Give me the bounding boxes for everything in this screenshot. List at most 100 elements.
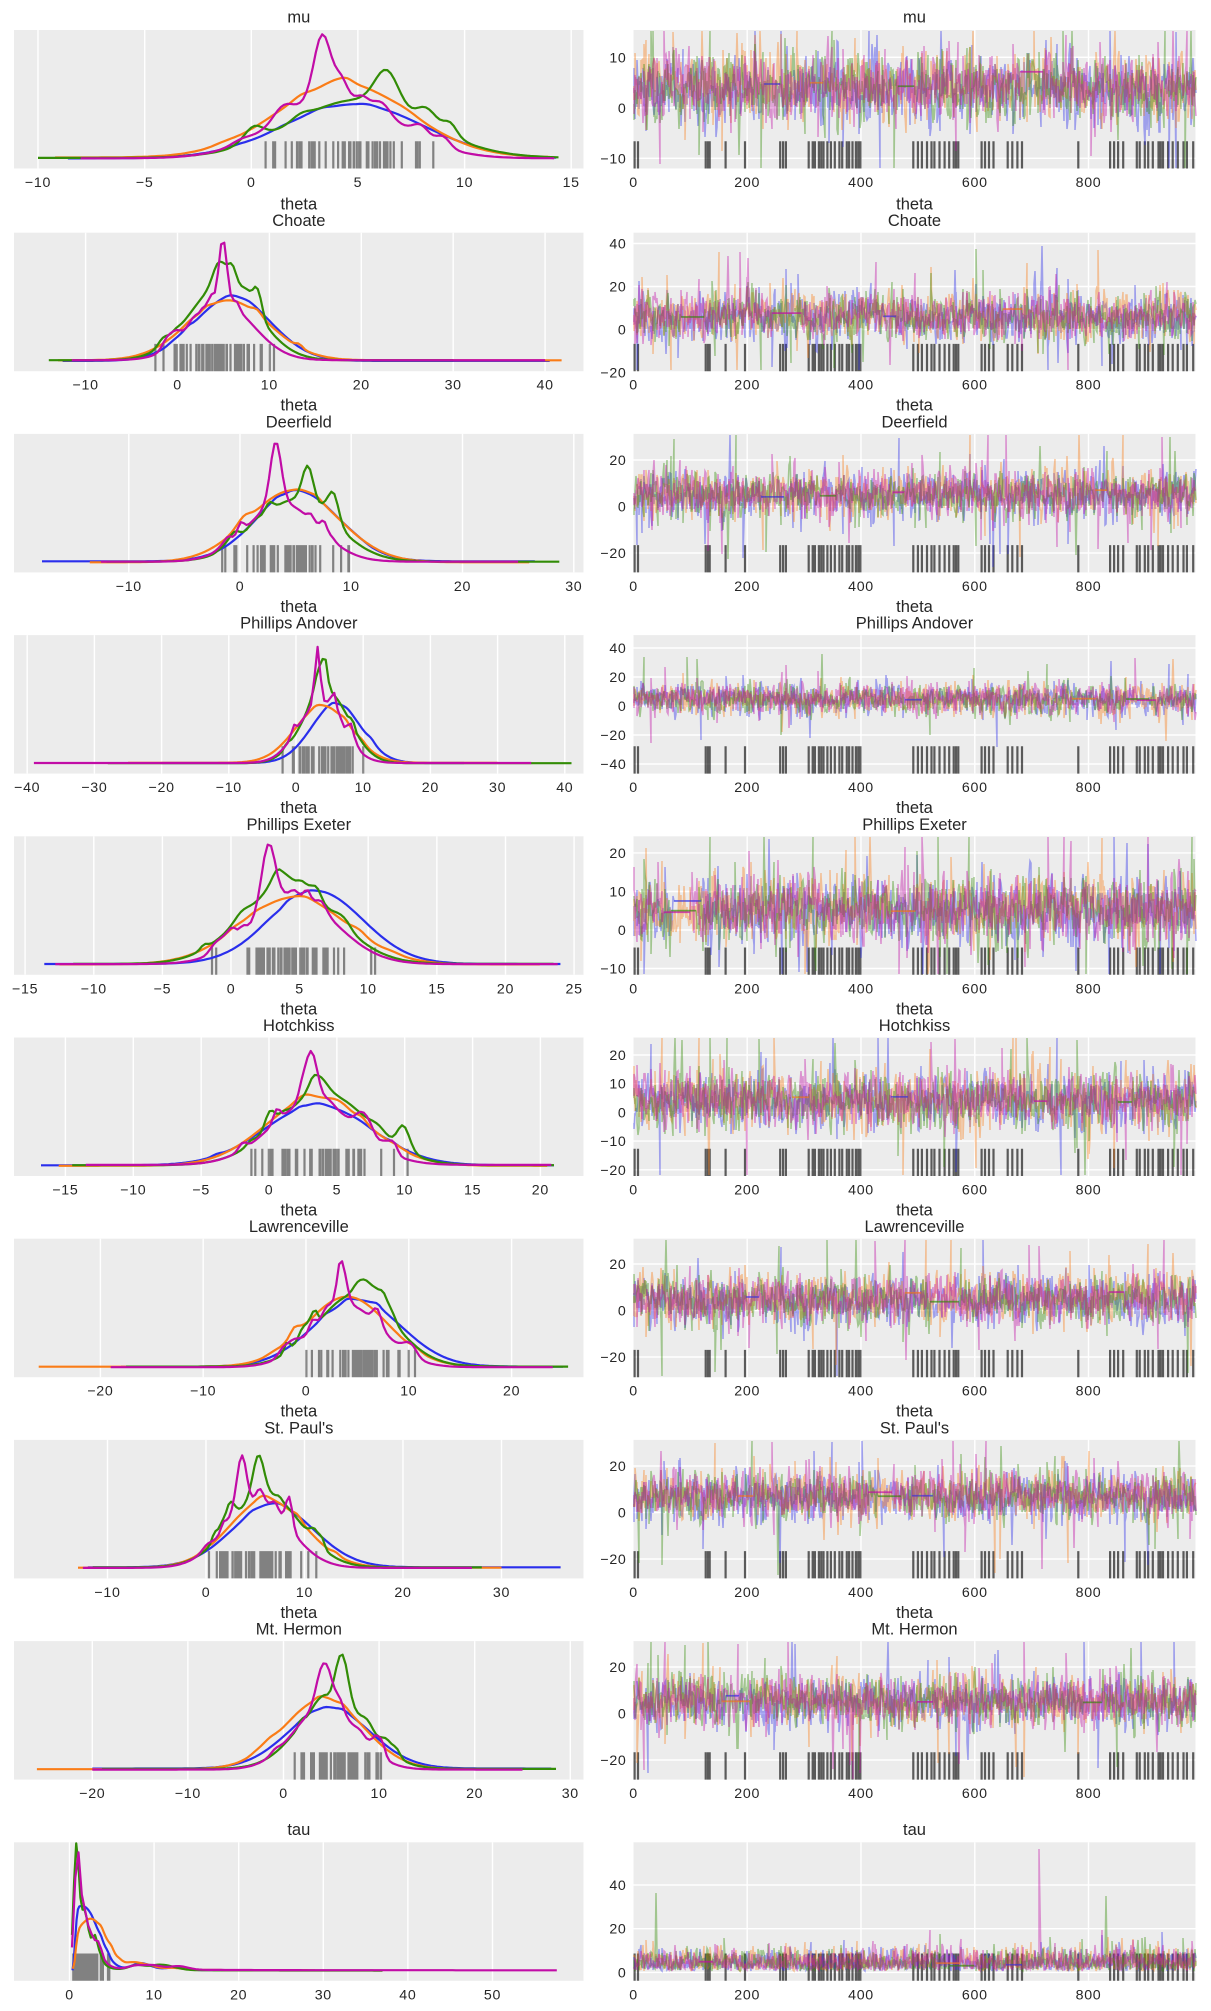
svg-text:−10: −10 — [73, 378, 99, 394]
svg-text:20: 20 — [230, 1987, 247, 2003]
svg-text:5: 5 — [333, 1183, 342, 1199]
svg-text:theta: theta — [896, 397, 934, 415]
svg-text:−40: −40 — [600, 757, 626, 773]
svg-text:0: 0 — [618, 1105, 627, 1121]
svg-text:Lawrenceville: Lawrenceville — [865, 1218, 965, 1236]
svg-text:0: 0 — [618, 1707, 627, 1723]
svg-text:0: 0 — [265, 1183, 274, 1199]
svg-text:800: 800 — [1076, 1585, 1102, 1601]
svg-text:600: 600 — [962, 981, 988, 997]
svg-text:−10: −10 — [25, 175, 51, 191]
svg-text:0: 0 — [302, 1384, 311, 1400]
svg-text:200: 200 — [734, 378, 760, 394]
svg-text:Hotchkiss: Hotchkiss — [879, 1017, 951, 1035]
svg-text:0: 0 — [65, 1987, 74, 2003]
svg-text:30: 30 — [445, 378, 462, 394]
svg-text:0: 0 — [629, 1786, 638, 1802]
svg-text:−10: −10 — [600, 1134, 626, 1150]
svg-text:400: 400 — [848, 1987, 874, 2003]
svg-text:0: 0 — [629, 981, 638, 997]
svg-text:−10: −10 — [600, 962, 626, 978]
svg-text:800: 800 — [1076, 1987, 1102, 2003]
svg-text:−20: −20 — [600, 728, 626, 744]
svg-text:600: 600 — [962, 1786, 988, 1802]
svg-text:−10: −10 — [190, 1384, 216, 1400]
svg-text:200: 200 — [734, 1786, 760, 1802]
svg-text:20: 20 — [609, 1048, 626, 1064]
svg-text:10: 10 — [360, 981, 377, 997]
svg-text:−5: −5 — [154, 981, 172, 997]
svg-text:25: 25 — [566, 981, 583, 997]
svg-text:0: 0 — [618, 1965, 627, 1981]
svg-text:800: 800 — [1076, 780, 1102, 796]
svg-text:theta: theta — [280, 598, 318, 616]
svg-text:St. Paul's: St. Paul's — [880, 1419, 949, 1437]
svg-text:10: 10 — [609, 1077, 626, 1093]
svg-text:Mt. Hermon: Mt. Hermon — [256, 1621, 342, 1639]
svg-text:20: 20 — [609, 670, 626, 686]
svg-text:−15: −15 — [52, 1183, 78, 1199]
svg-text:20: 20 — [609, 280, 626, 296]
svg-text:20: 20 — [609, 1257, 626, 1273]
svg-text:20: 20 — [466, 1786, 483, 1802]
svg-text:20: 20 — [497, 981, 514, 997]
svg-text:0: 0 — [202, 1585, 211, 1601]
svg-text:Phillips Andover: Phillips Andover — [240, 615, 358, 633]
svg-text:0: 0 — [629, 1585, 638, 1601]
svg-text:600: 600 — [962, 780, 988, 796]
svg-text:30: 30 — [565, 579, 582, 595]
svg-text:800: 800 — [1076, 175, 1102, 191]
svg-text:theta: theta — [896, 196, 934, 214]
svg-text:−40: −40 — [14, 780, 40, 796]
svg-text:40: 40 — [609, 1878, 626, 1894]
svg-text:200: 200 — [734, 1987, 760, 2003]
svg-text:Choate: Choate — [272, 212, 325, 230]
svg-text:Phillips Exeter: Phillips Exeter — [862, 816, 967, 834]
svg-text:theta: theta — [896, 1000, 934, 1018]
svg-text:800: 800 — [1076, 1183, 1102, 1199]
svg-text:0: 0 — [629, 579, 638, 595]
svg-text:0: 0 — [618, 1506, 627, 1522]
svg-text:20: 20 — [609, 1459, 626, 1475]
svg-text:Lawrenceville: Lawrenceville — [249, 1218, 349, 1236]
svg-text:20: 20 — [454, 579, 471, 595]
svg-text:20: 20 — [609, 1660, 626, 1676]
svg-text:theta: theta — [896, 1403, 934, 1421]
svg-text:20: 20 — [422, 780, 439, 796]
svg-text:800: 800 — [1076, 981, 1102, 997]
svg-text:20: 20 — [353, 378, 370, 394]
svg-text:400: 400 — [848, 1585, 874, 1601]
svg-text:20: 20 — [609, 1922, 626, 1938]
svg-text:10: 10 — [609, 885, 626, 901]
svg-text:−30: −30 — [81, 780, 107, 796]
svg-text:0: 0 — [629, 1384, 638, 1400]
svg-text:400: 400 — [848, 175, 874, 191]
svg-text:mu: mu — [903, 9, 926, 27]
svg-text:theta: theta — [896, 1604, 934, 1622]
svg-text:50: 50 — [484, 1987, 501, 2003]
svg-text:200: 200 — [734, 780, 760, 796]
svg-text:Deerfield: Deerfield — [266, 413, 332, 431]
svg-text:10: 10 — [456, 175, 473, 191]
svg-text:30: 30 — [562, 1786, 579, 1802]
svg-text:theta: theta — [280, 397, 318, 415]
svg-text:−5: −5 — [136, 175, 154, 191]
svg-text:30: 30 — [493, 1585, 510, 1601]
svg-text:10: 10 — [371, 1786, 388, 1802]
svg-text:600: 600 — [962, 1183, 988, 1199]
svg-text:0: 0 — [629, 1183, 638, 1199]
svg-text:0: 0 — [629, 1987, 638, 2003]
svg-text:600: 600 — [962, 175, 988, 191]
svg-text:10: 10 — [355, 780, 372, 796]
svg-text:Phillips Exeter: Phillips Exeter — [247, 816, 352, 834]
svg-text:40: 40 — [609, 641, 626, 657]
svg-text:200: 200 — [734, 981, 760, 997]
svg-text:800: 800 — [1076, 378, 1102, 394]
svg-text:10: 10 — [609, 50, 626, 66]
svg-text:0: 0 — [629, 175, 638, 191]
svg-text:200: 200 — [734, 1585, 760, 1601]
svg-text:200: 200 — [734, 175, 760, 191]
svg-text:40: 40 — [399, 1987, 416, 2003]
svg-text:−20: −20 — [600, 1163, 626, 1179]
svg-text:Choate: Choate — [888, 212, 941, 230]
